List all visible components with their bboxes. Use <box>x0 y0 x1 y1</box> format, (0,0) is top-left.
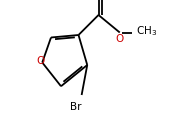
Text: CH$_3$: CH$_3$ <box>136 24 157 38</box>
Text: O: O <box>36 56 44 66</box>
Text: Br: Br <box>70 102 81 113</box>
Text: O: O <box>115 34 123 44</box>
